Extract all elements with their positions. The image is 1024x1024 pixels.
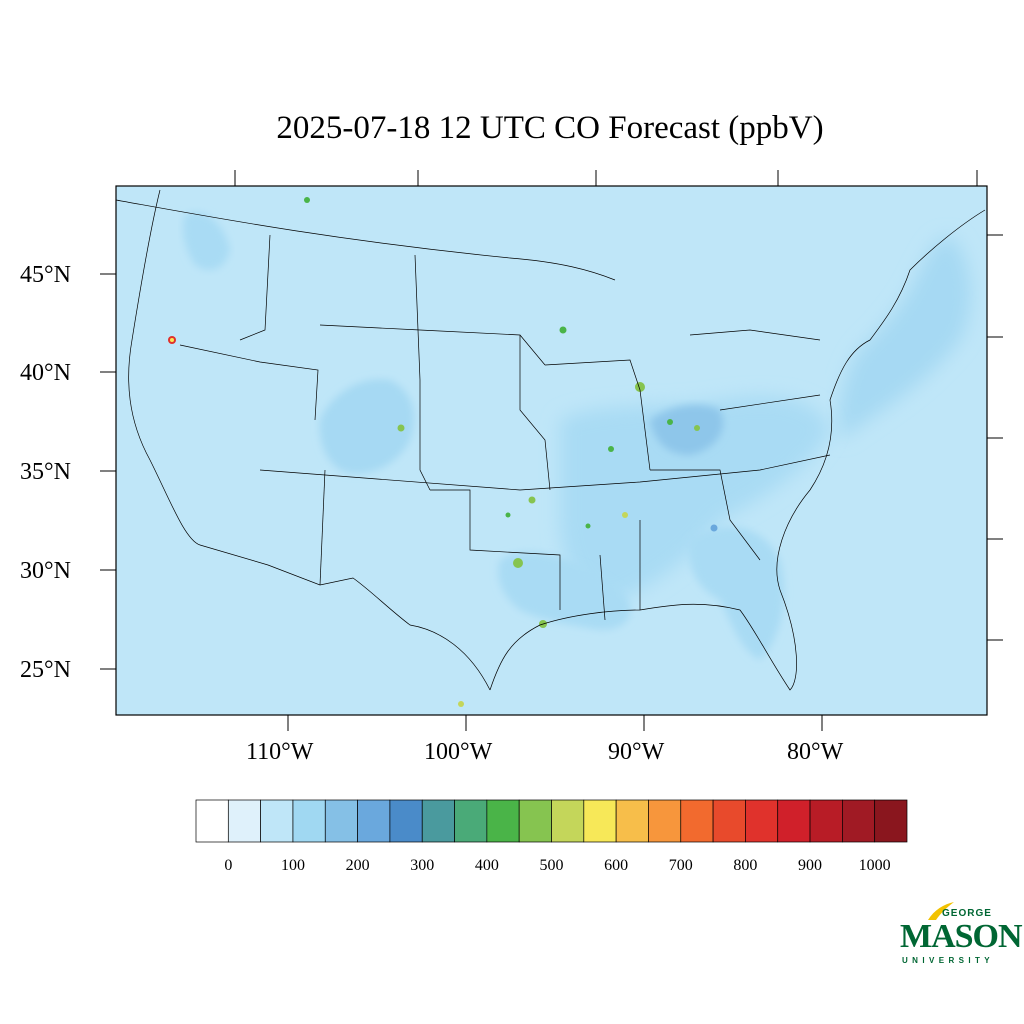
- colorbar-label: 200: [346, 857, 370, 874]
- colorbar-swatch: [583, 799, 617, 843]
- colorbar-swatch: [292, 799, 326, 843]
- colorbar-swatch: [874, 799, 908, 843]
- map-frame: [115, 185, 988, 716]
- colorbar-label: 900: [798, 857, 822, 874]
- colorbar-label: 800: [733, 857, 757, 874]
- concentration-field: [168, 197, 971, 707]
- pacific-nw-plume: [183, 212, 230, 270]
- ohio-valley-plume: [650, 404, 724, 455]
- colorbar-swatch: [712, 799, 746, 843]
- colorbar-swatch: [260, 799, 294, 843]
- colorbar-swatch: [680, 799, 714, 843]
- colorbar-label: 400: [475, 857, 499, 874]
- hotspot-kansas-city: [559, 326, 567, 334]
- hotspot-dallas: [513, 558, 523, 568]
- colorbar-swatch: [324, 799, 358, 843]
- top-ticks: [234, 170, 978, 186]
- colorbar: [195, 799, 908, 843]
- colorbar-swatch: [648, 799, 682, 843]
- bottom-ticks: [287, 715, 823, 731]
- gulf-coast-plume: [498, 551, 631, 630]
- lon-label: 100°W: [424, 739, 493, 765]
- hotspot-mobile: [585, 523, 591, 529]
- map-title: 2025-07-18 12 UTC CO Forecast (ppbV): [276, 110, 824, 146]
- colorbar-label: 700: [669, 857, 693, 874]
- logo-swoosh-icon: [928, 902, 954, 920]
- logo-line2: MASON: [900, 918, 1023, 955]
- left-ticks: [100, 273, 116, 670]
- lon-labels: 110°W 100°W 90°W 80°W: [246, 739, 844, 765]
- lat-label: 40°N: [20, 360, 71, 386]
- hotspot-oklahoma: [528, 496, 536, 504]
- logo-line3: UNIVERSITY: [902, 956, 995, 965]
- lat-label: 25°N: [20, 657, 71, 683]
- lat-label: 35°N: [20, 459, 71, 485]
- hotspot-mexico: [458, 701, 464, 707]
- lat-labels: 45°N 40°N 35°N 30°N 25°N: [20, 262, 71, 683]
- colorbar-swatch: [551, 799, 585, 843]
- colorbar-swatch: [777, 799, 811, 843]
- atlantic-plume: [838, 237, 971, 440]
- lon-label: 110°W: [246, 739, 314, 765]
- colorbar-label: 300: [410, 857, 434, 874]
- gmu-logo: GEORGE MASON UNIVERSITY: [896, 896, 1023, 976]
- lat-label: 30°N: [20, 558, 71, 584]
- hotspot-indiana: [694, 425, 700, 431]
- colorbar-swatch: [357, 799, 391, 843]
- colorbar-swatch: [421, 799, 455, 843]
- colorbar-swatch: [227, 799, 261, 843]
- rockies-plume: [319, 379, 414, 474]
- boundaries: [116, 189, 986, 691]
- logo-line1: GEORGE: [942, 908, 992, 919]
- colorbar-label: 1000: [859, 857, 891, 874]
- colorbar-labels: 0 100 200 300 400 500 600 700 800 900 1000: [224, 857, 890, 874]
- colorbar-label: 0: [224, 857, 232, 874]
- map-background: [116, 186, 987, 715]
- right-ticks: [987, 234, 1003, 641]
- hotspot-denver: [397, 424, 405, 432]
- colorbar-swatch: [454, 799, 488, 843]
- hotspots: [168, 197, 718, 707]
- colorbar-swatch: [518, 799, 552, 843]
- southeast-plume: [689, 526, 784, 660]
- colorbar-swatch: [745, 799, 779, 843]
- hotspot-memphis: [622, 512, 628, 518]
- eastern-plume: [560, 396, 830, 602]
- colorbar-label: 600: [604, 857, 628, 874]
- colorbar-swatch: [842, 799, 876, 843]
- colorbar-label: 500: [540, 857, 564, 874]
- colorbar-swatch: [195, 799, 229, 843]
- lat-label: 45°N: [20, 262, 71, 288]
- hotspot-chicago: [635, 382, 645, 392]
- lon-label: 80°W: [787, 739, 844, 765]
- hotspot-montana: [304, 197, 310, 203]
- hotspot-cincinnati: [667, 419, 673, 425]
- hotspot-arkansas: [505, 512, 511, 518]
- colorbar-swatch: [615, 799, 649, 843]
- hotspot-atlanta: [710, 524, 718, 532]
- hotspot-stlouis: [608, 446, 614, 452]
- lon-label: 90°W: [608, 739, 665, 765]
- colorbar-swatch: [486, 799, 520, 843]
- colorbar-label: 100: [281, 857, 305, 874]
- colorbar-swatch: [389, 799, 423, 843]
- colorbar-swatch: [809, 799, 843, 843]
